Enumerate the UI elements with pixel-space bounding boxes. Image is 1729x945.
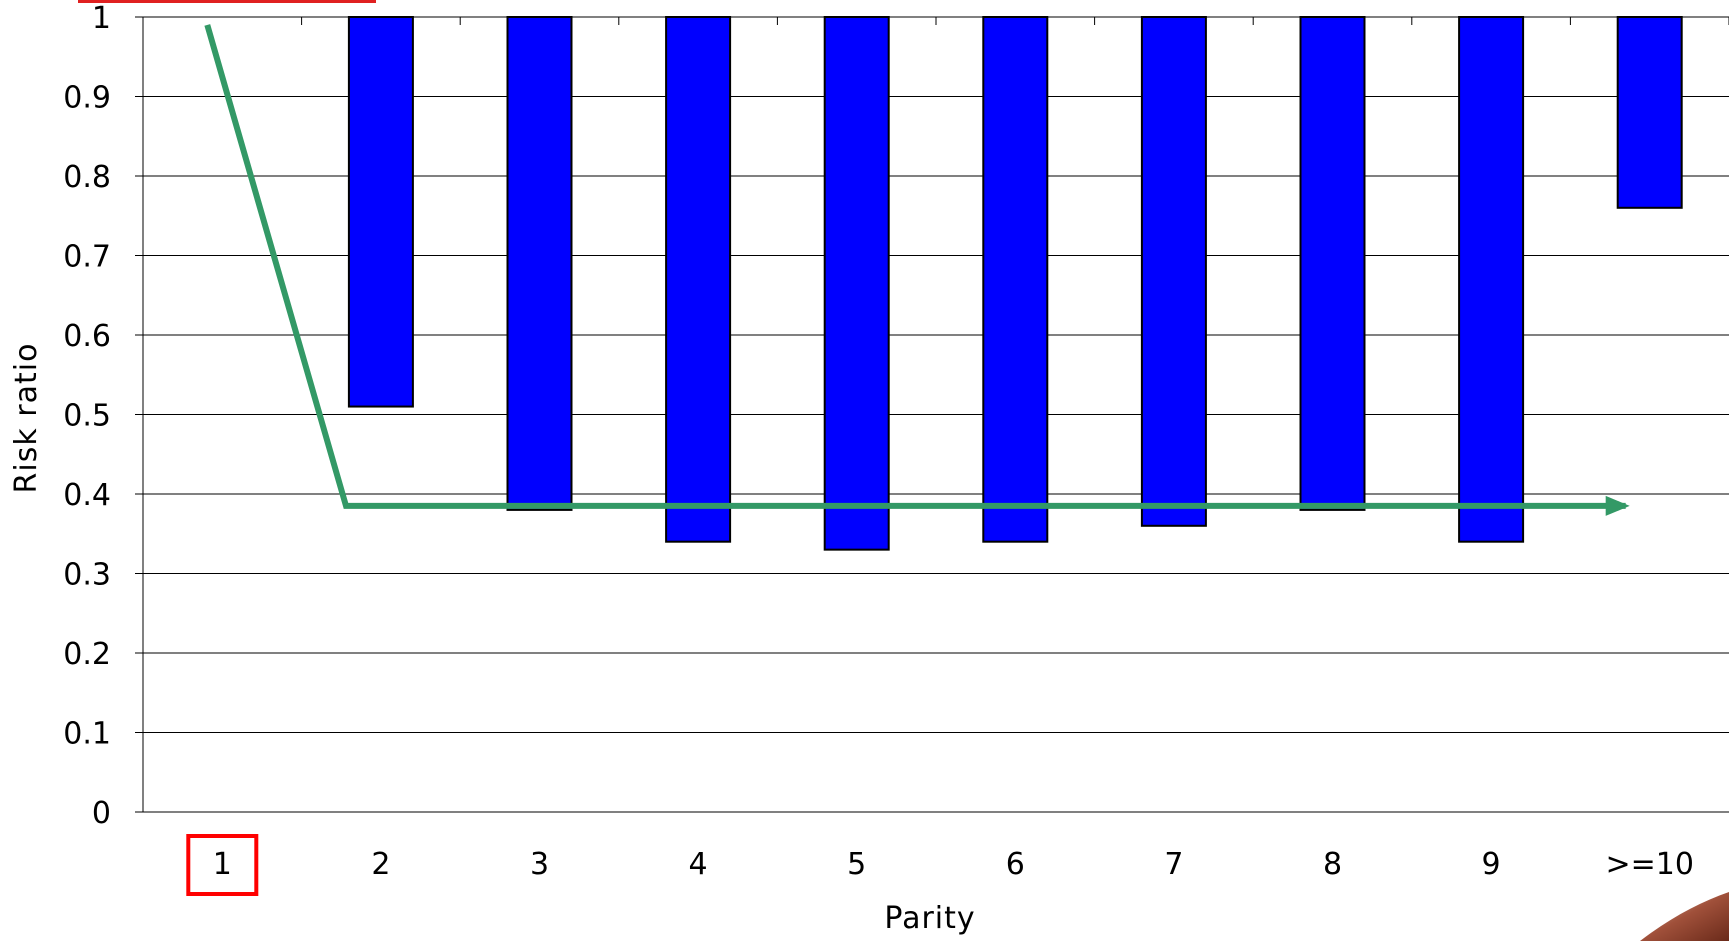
x-tick-label: 3 [530, 847, 549, 882]
bar-4 [665, 16, 732, 543]
y-tick-label: 0.9 [63, 81, 111, 116]
x-tick-label: 1 [213, 847, 232, 882]
bar-6 [982, 16, 1049, 543]
y-tick-label: 0.3 [63, 558, 111, 593]
bar-9 [1458, 16, 1525, 543]
x-tick-label: 9 [1482, 847, 1501, 882]
x-tick-label: 8 [1323, 847, 1342, 882]
y-tick-label: 1 [92, 1, 111, 36]
bar-5 [823, 16, 890, 551]
y-tick-label: 0.5 [63, 399, 111, 434]
y-tick-label: 0.6 [63, 319, 111, 354]
decorative-top-bar [78, 0, 376, 3]
reference-category-highlight [186, 834, 259, 896]
bar-8 [1299, 16, 1366, 511]
x-tick-labels: 1 2 3 4 5 6 7 8 9 >=10 [186, 834, 1694, 896]
bars [347, 16, 1683, 551]
y-axis-title: Risk ratio [9, 343, 44, 494]
y-tick-label: 0.2 [63, 637, 111, 672]
y-tick-label: 0.8 [63, 160, 111, 195]
x-tick-label: 4 [689, 847, 708, 882]
x-tick-label: 5 [847, 847, 866, 882]
y-tick-label: 0.7 [63, 240, 111, 275]
trend-arrow-head [1605, 495, 1630, 516]
decorative-corner-swoosh [1640, 892, 1729, 941]
bar-3 [506, 16, 573, 511]
y-tick-label: 0.4 [63, 478, 111, 513]
x-tick-label: 6 [1006, 847, 1025, 882]
bar-xx10 [1616, 16, 1683, 209]
bar-2 [347, 16, 414, 408]
y-tick-labels: 0 0.1 0.2 0.3 0.4 0.5 0.6 0.7 0.8 0.9 1 [63, 1, 111, 831]
x-tick-label: 2 [371, 847, 390, 882]
x-tick-label: 7 [1164, 847, 1183, 882]
x-tick-label: >=10 [1605, 847, 1693, 882]
trend-arrow-annotation [204, 24, 1630, 516]
axes [135, 16, 1729, 813]
trend-arrow [204, 24, 1628, 511]
y-tick-label: 0 [92, 796, 111, 831]
bar-7 [1140, 16, 1207, 527]
y-tick-label: 0.1 [63, 717, 111, 752]
x-axis-title: Parity [884, 901, 975, 936]
